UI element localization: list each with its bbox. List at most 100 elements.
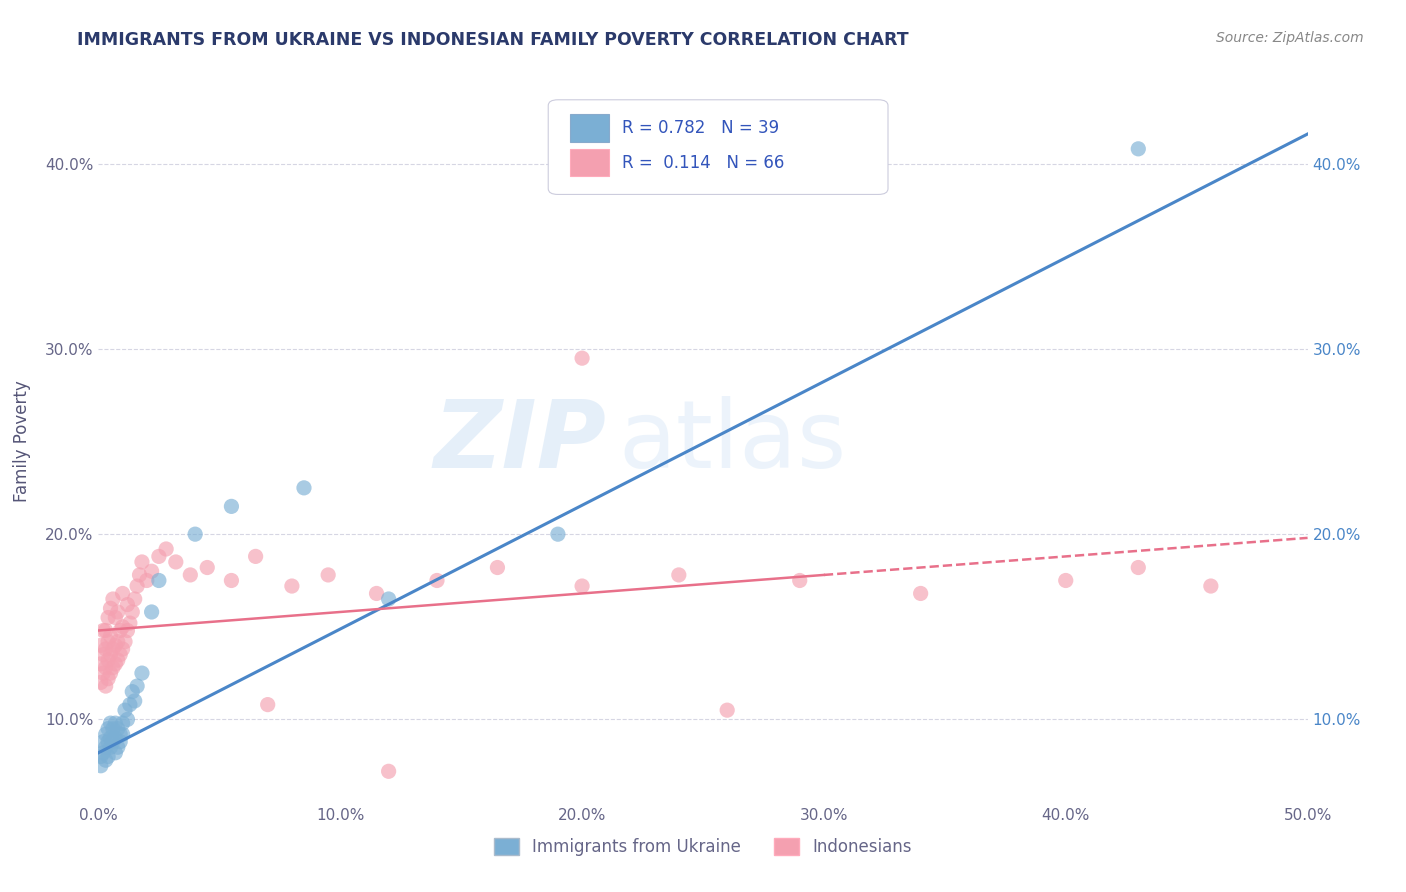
Point (91, 734, 114, 748)
Point (668, 568, 690, 582)
Point (97, 672, 120, 686)
Point (90, 638, 112, 652)
Point (910, 586, 932, 600)
Point (91, 648, 114, 662)
Point (108, 734, 131, 748)
Point (91, 624, 114, 638)
Point (94, 642, 117, 657)
Point (184, 527, 207, 541)
Y-axis label: Family Poverty: Family Poverty (13, 381, 31, 502)
Point (107, 740, 129, 755)
Point (107, 653, 129, 667)
Point (94, 679, 117, 693)
Point (111, 716, 134, 731)
Point (121, 605, 143, 619)
Point (221, 500, 243, 514)
Point (91, 666, 114, 681)
Point (104, 731, 127, 745)
Point (377, 764, 399, 779)
Point (100, 716, 122, 731)
Point (124, 694, 146, 708)
Point (117, 624, 139, 638)
Point (111, 586, 134, 600)
Point (155, 541, 177, 556)
Point (90, 657, 112, 671)
Text: R = 0.782   N = 39: R = 0.782 N = 39 (621, 119, 779, 137)
Point (97, 653, 120, 667)
FancyBboxPatch shape (569, 149, 609, 177)
Point (111, 727, 134, 741)
Point (94, 753, 117, 767)
Point (101, 592, 124, 607)
FancyBboxPatch shape (548, 100, 889, 194)
Point (135, 574, 157, 588)
Point (97, 610, 120, 624)
Text: IMMIGRANTS FROM UKRAINE VS INDONESIAN FAMILY POVERTY CORRELATION CHART: IMMIGRANTS FROM UKRAINE VS INDONESIAN FA… (77, 31, 908, 49)
Point (547, 527, 569, 541)
Point (127, 579, 149, 593)
Point (108, 727, 131, 741)
Point (100, 731, 122, 745)
Point (141, 605, 163, 619)
Point (128, 568, 150, 582)
Point (141, 564, 163, 578)
Point (131, 555, 153, 569)
Point (90, 749, 112, 764)
Point (101, 660, 124, 674)
Point (148, 549, 170, 564)
Point (1128, 142, 1150, 156)
Point (108, 624, 131, 638)
Point (1199, 579, 1222, 593)
Point (121, 684, 143, 698)
Point (148, 574, 170, 588)
Point (104, 638, 127, 652)
Point (571, 579, 593, 593)
Point (104, 610, 127, 624)
Point (165, 555, 187, 569)
Point (256, 698, 278, 712)
Point (117, 713, 139, 727)
Point (131, 666, 153, 681)
Point (221, 574, 243, 588)
Point (101, 734, 124, 748)
Point (1054, 574, 1077, 588)
Point (97, 749, 120, 764)
Point (127, 679, 149, 693)
Text: atlas: atlas (619, 395, 846, 488)
Point (245, 549, 267, 564)
Point (316, 568, 339, 582)
Point (117, 598, 139, 612)
Text: Source: ZipAtlas.com: Source: ZipAtlas.com (1216, 31, 1364, 45)
Point (124, 592, 146, 607)
Point (90, 675, 112, 690)
Point (118, 616, 141, 631)
Point (195, 560, 218, 574)
Point (94, 660, 117, 674)
Point (114, 634, 136, 648)
Point (107, 634, 129, 648)
Point (104, 657, 127, 671)
Point (94, 740, 117, 755)
Point (100, 740, 122, 755)
Point (94, 624, 117, 638)
Point (91, 746, 114, 760)
Point (426, 574, 449, 588)
Point (97, 722, 120, 736)
Point (107, 605, 129, 619)
Point (104, 746, 127, 760)
Point (571, 351, 593, 366)
Legend: Immigrants from Ukraine, Indonesians: Immigrants from Ukraine, Indonesians (486, 831, 920, 863)
Point (114, 703, 136, 717)
Point (716, 703, 738, 717)
Point (100, 666, 122, 681)
Point (97, 634, 120, 648)
Text: ZIP: ZIP (433, 395, 606, 488)
Point (101, 642, 124, 657)
Point (100, 601, 122, 615)
Point (94, 727, 117, 741)
Point (90, 758, 112, 772)
FancyBboxPatch shape (569, 114, 609, 142)
Point (486, 560, 509, 574)
Point (104, 716, 127, 731)
Point (101, 722, 124, 736)
